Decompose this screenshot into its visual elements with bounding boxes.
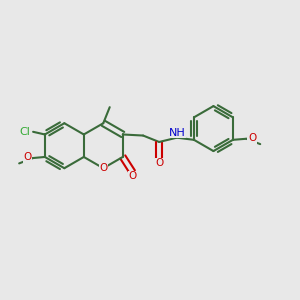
Text: O: O: [155, 158, 163, 168]
Text: O: O: [99, 163, 107, 173]
Text: O: O: [23, 152, 32, 163]
Text: O: O: [248, 133, 256, 143]
Text: Cl: Cl: [20, 127, 30, 137]
Text: O: O: [128, 171, 136, 181]
Text: NH: NH: [169, 128, 186, 138]
